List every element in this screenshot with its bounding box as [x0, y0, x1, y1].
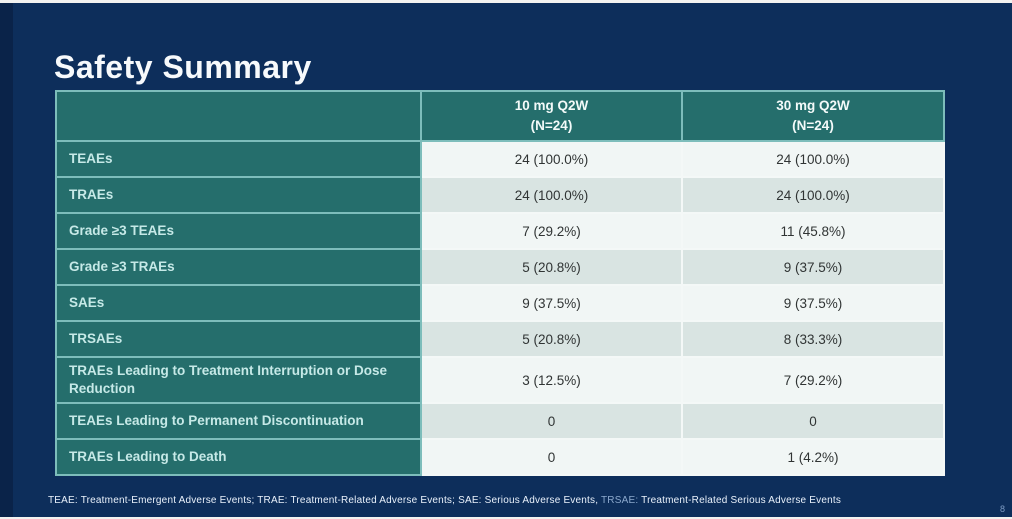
table-row-traes-interruption: TRAEs Leading to Treatment Interruption … [55, 356, 945, 404]
bottom-edge-strip [0, 517, 1012, 519]
footnote-text: Treatment-Related Serious Adverse Events [638, 495, 842, 506]
left-accent-band [0, 0, 13, 519]
footnote-trsae-abbrev: TRSAE: [601, 495, 639, 506]
data-cell: 11 (45.8%) [681, 212, 945, 250]
page-number: 8 [999, 504, 1005, 514]
column-label: 10 mg Q2W [514, 97, 589, 113]
row-label: TEAEs Leading to Permanent Discontinuati… [55, 402, 422, 440]
header-cell-dose-10mg: 10 mg Q2W (N=24) [420, 90, 683, 142]
data-cell: 7 (29.2%) [420, 212, 683, 250]
row-label: TRAEs [55, 176, 422, 214]
data-cell: 9 (37.5%) [681, 284, 945, 322]
column-sublabel: (N=24) [530, 118, 573, 133]
data-cell: 7 (29.2%) [681, 356, 945, 404]
row-label: TEAEs [55, 140, 422, 178]
data-cell: 0 [420, 402, 683, 440]
data-cell: 5 (20.8%) [420, 248, 683, 286]
abbreviations-footnote: TEAE: Treatment-Emergent Adverse Events;… [48, 495, 841, 506]
data-cell: 9 (37.5%) [681, 248, 945, 286]
safety-summary-table: 10 mg Q2W (N=24) 30 mg Q2W (N=24) TEAEs … [55, 90, 945, 476]
row-label: TRAEs Leading to Death [55, 438, 422, 476]
table-header-row: 10 mg Q2W (N=24) 30 mg Q2W (N=24) [55, 90, 945, 142]
header-cell-empty [55, 90, 422, 142]
row-label: TRSAEs [55, 320, 422, 358]
data-cell: 0 [681, 402, 945, 440]
footnote-text: TEAE: Treatment-Emergent Adverse Events;… [48, 495, 601, 506]
table-row-saes: SAEs 9 (37.5%) 9 (37.5%) [55, 284, 945, 322]
data-cell: 1 (4.2%) [681, 438, 945, 476]
column-label: 30 mg Q2W [776, 97, 850, 113]
table-row-traes-death: TRAEs Leading to Death 0 1 (4.2%) [55, 438, 945, 476]
row-label: SAEs [55, 284, 422, 322]
table-row-teaes-discontinuation: TEAEs Leading to Permanent Discontinuati… [55, 402, 945, 440]
row-label: Grade ≥3 TRAEs [55, 248, 422, 286]
data-cell: 24 (100.0%) [681, 176, 945, 214]
header-cell-dose-30mg: 30 mg Q2W (N=24) [681, 90, 945, 142]
data-cell: 24 (100.0%) [420, 176, 683, 214]
data-cell: 5 (20.8%) [420, 320, 683, 358]
table-row-teaes: TEAEs 24 (100.0%) 24 (100.0%) [55, 140, 945, 178]
row-label: TRAEs Leading to Treatment Interruption … [55, 356, 422, 404]
data-cell: 8 (33.3%) [681, 320, 945, 358]
column-sublabel: (N=24) [792, 118, 834, 133]
table-row-grade3-teaes: Grade ≥3 TEAEs 7 (29.2%) 11 (45.8%) [55, 212, 945, 250]
table-row-grade3-traes: Grade ≥3 TRAEs 5 (20.8%) 9 (37.5%) [55, 248, 945, 286]
data-cell: 9 (37.5%) [420, 284, 683, 322]
table-row-trsaes: TRSAEs 5 (20.8%) 8 (33.3%) [55, 320, 945, 358]
data-cell: 24 (100.0%) [420, 140, 683, 178]
page-title: Safety Summary [54, 49, 312, 86]
row-label: Grade ≥3 TEAEs [55, 212, 422, 250]
data-cell: 3 (12.5%) [420, 356, 683, 404]
top-edge-strip [0, 0, 1012, 3]
table-row-traes: TRAEs 24 (100.0%) 24 (100.0%) [55, 176, 945, 214]
data-cell: 24 (100.0%) [681, 140, 945, 178]
data-cell: 0 [420, 438, 683, 476]
